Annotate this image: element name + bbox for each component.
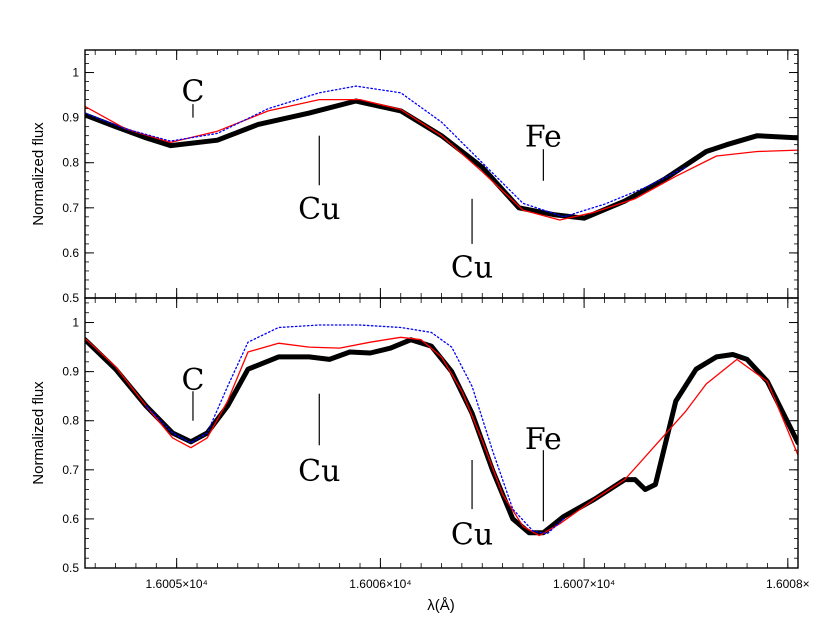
top-panel-ytick-label: 0.6 [62,246,79,260]
bottom-panel-ytick-label: 0.9 [62,365,79,379]
top-panel-series-2-line [85,85,687,218]
x-axis-label: λ(Å) [427,597,455,614]
top-panel-series-0-line [85,98,798,221]
bottom-panel-series [85,324,798,537]
top-panel-ylabel: Normalized flux [30,122,47,226]
bottom-panel-ytick-label: 1 [72,316,79,330]
bottom-panel-ylabel: Normalized flux [30,381,47,485]
bottom-panel-series-2-line [145,324,565,535]
xtick-label: 1.6007×10⁴ [553,577,615,591]
top-panel-ytick-label: 0.9 [62,111,79,125]
bottom-panel-ytick-label: 0.5 [62,561,79,575]
top-panel-ytick-label: 1 [72,66,79,80]
bottom-panel-annotations: C Cu Cu Fe [181,363,561,553]
top-panel-annotation-label: Cu [451,250,493,285]
bottom-panel-ytick-labels: 0.5 0.6 0.7 0.8 0.9 1 [62,316,79,575]
top-panel-annotation-label: Fe [525,120,562,155]
top-panel-ytick-label: 0.7 [62,201,79,215]
top-panel-annotations: C Cu Cu Fe [181,75,561,286]
top-panel-annotation-label: C [181,75,204,110]
top-panel-series-1-line [85,98,798,221]
bottom-panel-annotation-label: C [181,363,204,398]
top-panel-annotation-label: Cu [298,192,340,227]
bottom-panel-ytick-label: 0.7 [62,463,79,477]
xtick-label: 1.6006×10⁴ [349,577,411,591]
xtick-label: 1.6005×10⁴ [146,577,208,591]
top-panel-ytick-label: 0.8 [62,156,79,170]
xtick-label: 1.6008× [766,577,810,591]
bottom-panel-annotation-label: Cu [298,454,340,489]
bottom-panel-xtick-labels: 1.6005×10⁴ 1.6006×10⁴ 1.6007×10⁴ 1.6008× [146,577,810,591]
top-panel-ytick-labels: 0.5 0.6 0.7 0.8 0.9 1 [62,66,79,305]
bottom-panel-ytick-label: 0.6 [62,512,79,526]
bottom-panel-series-0-line [85,337,798,536]
bottom-panel-annotation-label: Fe [525,422,562,457]
bottom-panel-frame [84,297,799,569]
bottom-panel-series-1-line [85,336,798,537]
bottom-panel-ytick-label: 0.8 [62,414,79,428]
top-panel-series [85,85,798,221]
bottom-panel: 0.50.60.70.80.91 1.6005×10⁴ 1.6006×10⁴ 1.6… [30,297,810,614]
top-panel-ytick-label: 0.5 [62,291,79,305]
bottom-panel-annotation-label: Cu [451,518,493,553]
bottom-panel-ticks [85,298,798,569]
top-panel: 0.5 0.6 0.7 0.8 0.9 1 C Cu Cu Fe Normalized flux [30,49,799,305]
